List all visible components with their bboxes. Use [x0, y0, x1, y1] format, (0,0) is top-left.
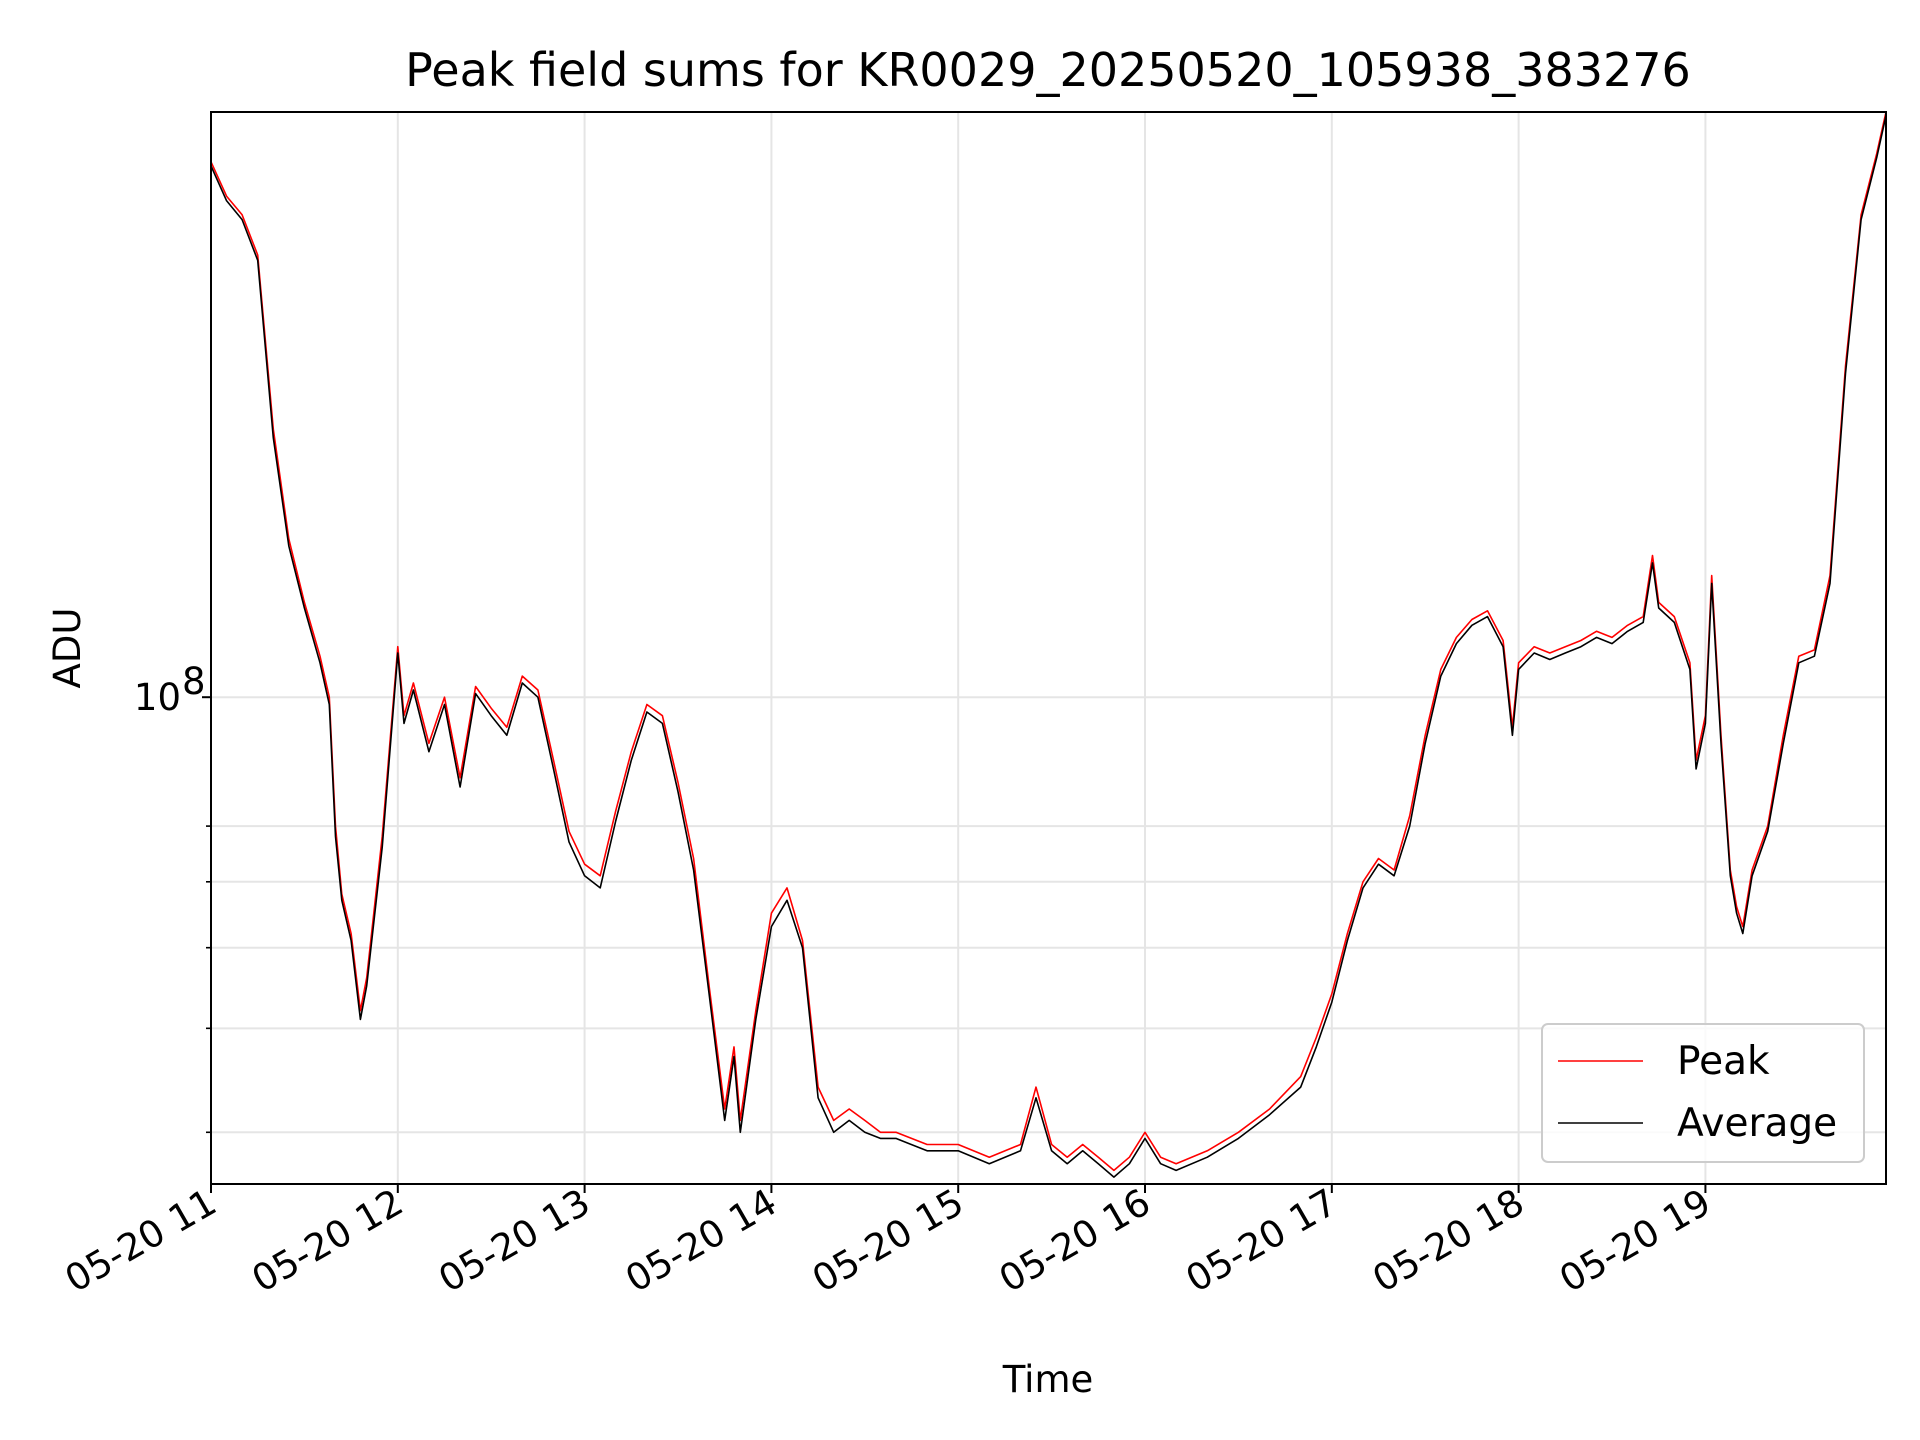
chart-title: Peak field sums for KR0029_20250520_1059… — [405, 43, 1691, 97]
series-average-line — [210, 115, 1887, 1178]
legend-average-label: Average — [1677, 1101, 1837, 1146]
series-peak-line-group — [210, 111, 1887, 1172]
y-axis: 10 8 — [134, 660, 211, 1134]
legend-peak-label: Peak — [1677, 1039, 1770, 1084]
y-tick-label-base: 10 — [134, 676, 181, 719]
y-axis-label: ADU — [46, 608, 89, 689]
x-axis-label: Time — [1002, 1358, 1094, 1401]
legend-box — [1541, 1023, 1865, 1163]
series-average-line-group — [210, 115, 1887, 1178]
plot-frame — [210, 111, 1887, 1185]
legend: Peak Average — [1541, 1023, 1865, 1163]
series-peak-line — [210, 111, 1887, 1172]
y-tick-label-exponent: 8 — [182, 660, 206, 703]
y-tick-label: 10 — [134, 676, 181, 719]
